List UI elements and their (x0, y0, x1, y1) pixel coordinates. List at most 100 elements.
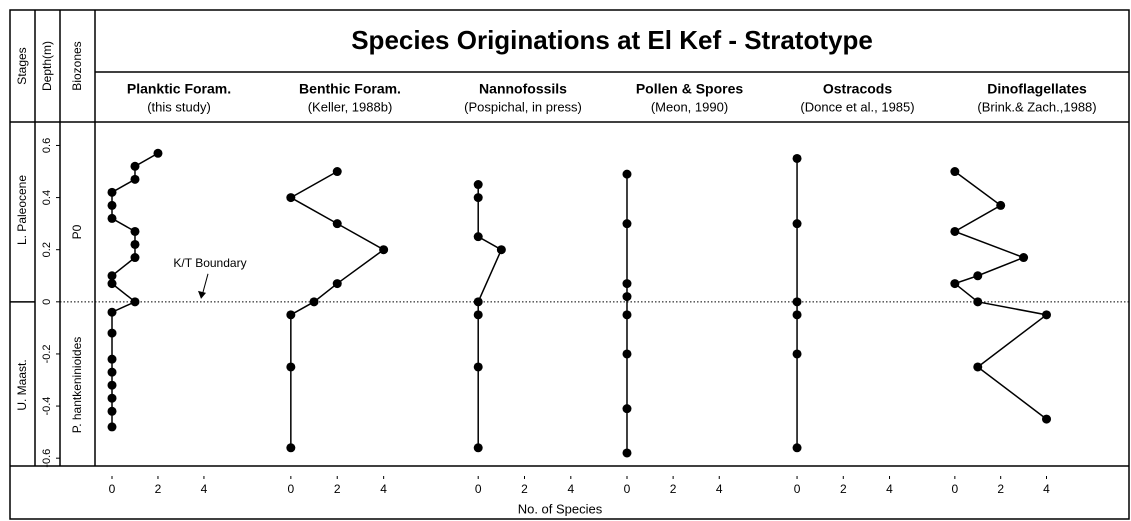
x-tick-label: 2 (155, 482, 162, 496)
column-header: Biozones (70, 41, 84, 90)
x-tick-label: 2 (521, 482, 528, 496)
data-point (473, 362, 483, 372)
x-axis-label: No. of Species (518, 501, 603, 516)
data-point (622, 404, 632, 414)
data-point (792, 349, 802, 359)
data-point (792, 153, 802, 163)
data-point (496, 245, 506, 255)
x-tick-label: 0 (952, 482, 959, 496)
data-point (332, 279, 342, 289)
chart-title: Species Originations at El Kef - Stratot… (351, 25, 873, 55)
data-point (622, 310, 632, 320)
data-point (473, 297, 483, 307)
x-tick-label: 0 (109, 482, 116, 496)
data-point (950, 167, 960, 177)
data-point (622, 279, 632, 289)
x-tick-label: 4 (716, 482, 723, 496)
x-tick-label: 0 (624, 482, 631, 496)
data-point (473, 180, 483, 190)
y-tick-label: 0.4 (41, 190, 53, 205)
panel-title: Dinoflagellates (987, 81, 1087, 97)
x-tick-label: 4 (201, 482, 208, 496)
data-point (792, 219, 802, 229)
data-point (107, 380, 117, 390)
data-point (473, 310, 483, 320)
data-point (1042, 310, 1052, 320)
panel-title: Planktic Foram. (127, 81, 231, 97)
column-header: Depth(m) (40, 41, 54, 91)
x-tick-label: 4 (380, 482, 387, 496)
y-tick-label: -0.4 (41, 397, 53, 416)
data-point (107, 187, 117, 197)
data-point (473, 193, 483, 203)
panel-title: Nannofossils (479, 81, 567, 97)
x-tick-label: 0 (287, 482, 294, 496)
panel-title: Benthic Foram. (299, 81, 401, 97)
annotation: K/T Boundary (173, 256, 246, 270)
data-point (107, 367, 117, 377)
series-line (289, 170, 386, 448)
data-point (332, 167, 342, 177)
panel-title: Ostracods (823, 81, 892, 97)
biozone-label: P. hantkeninioides (70, 337, 84, 434)
x-tick-label: 0 (794, 482, 801, 496)
series-line (953, 170, 1049, 420)
x-tick-label: 2 (334, 482, 341, 496)
data-point (309, 297, 319, 307)
x-tick-label: 0 (475, 482, 482, 496)
data-point (286, 193, 296, 203)
series-line (477, 184, 503, 448)
data-point (107, 354, 117, 364)
arrow-head (198, 290, 206, 299)
frame (9, 9, 1130, 520)
data-point (973, 297, 983, 307)
data-point (107, 279, 117, 289)
column-header: Stages (15, 47, 29, 84)
data-point (622, 349, 632, 359)
x-tick-label: 2 (840, 482, 847, 496)
data-point (973, 271, 983, 281)
y-tick-label: 0.6 (41, 138, 53, 153)
data-point (107, 406, 117, 416)
stage-label: L. Paleocene (15, 175, 29, 245)
panel-subtitle: (Meon, 1990) (651, 99, 728, 114)
data-point (286, 362, 296, 372)
data-point (107, 393, 117, 403)
x-tick-label: 4 (1043, 482, 1050, 496)
panel-subtitle: (Keller, 1988b) (308, 99, 393, 114)
data-point (950, 279, 960, 289)
panel-subtitle: (this study) (147, 99, 211, 114)
x-tick-label: 4 (886, 482, 893, 496)
data-point (792, 310, 802, 320)
data-point (107, 422, 117, 432)
y-tick-label: 0.2 (41, 242, 53, 257)
x-tick-label: 2 (997, 482, 1004, 496)
y-tick-label: 0 (41, 299, 53, 305)
data-point (130, 297, 140, 307)
y-tick-label: -0.2 (41, 344, 53, 363)
data-point (130, 239, 140, 249)
panel-subtitle: (Pospichal, in press) (464, 99, 582, 114)
data-point (153, 148, 163, 158)
data-point (107, 307, 117, 317)
stage-label: U. Maast. (15, 359, 29, 410)
data-point (107, 213, 117, 223)
data-point (950, 226, 960, 236)
data-point (130, 253, 140, 263)
series-line (111, 152, 159, 427)
y-tick-label: -0.6 (41, 449, 53, 468)
panel-subtitle: (Donce et al., 1985) (800, 99, 914, 114)
data-point (286, 443, 296, 453)
data-point (130, 161, 140, 171)
data-point (107, 271, 117, 281)
data-point (622, 448, 632, 458)
biozone-label: P0 (70, 224, 84, 239)
data-point (107, 328, 117, 338)
data-point (792, 297, 802, 307)
data-point (1019, 253, 1029, 263)
data-point (473, 232, 483, 242)
panel-subtitle: (Brink.& Zach.,1988) (977, 99, 1096, 114)
data-point (286, 310, 296, 320)
data-point (622, 219, 632, 229)
